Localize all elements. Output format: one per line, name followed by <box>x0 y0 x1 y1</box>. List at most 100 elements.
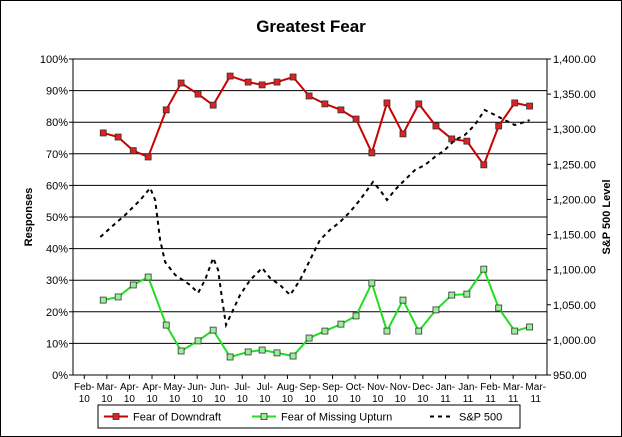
marker <box>289 73 297 81</box>
y2-axis-title: S&P 500 Level <box>601 179 613 254</box>
x-tick-label: Sep-10 <box>299 382 320 405</box>
y-tick-label: 0% <box>52 370 68 382</box>
marker <box>352 115 360 123</box>
marker <box>511 327 519 335</box>
x-tick-label: Feb-11 <box>480 382 501 405</box>
x-tick-label: Jan-11 <box>436 382 455 405</box>
x-tick-label: Sep-10 <box>322 382 343 405</box>
series-line <box>103 266 530 359</box>
x-tick-label: Nov-10 <box>367 382 388 405</box>
y-tick-label: 50% <box>46 212 68 224</box>
x-tick-label: Jun-10 <box>187 382 206 405</box>
x-tick-label: May-10 <box>163 382 185 405</box>
y-tick-label: 70% <box>46 149 68 161</box>
legend-label: Fear of Missing Upturn <box>281 412 392 424</box>
y-tick-label: 10% <box>46 338 68 350</box>
x-tick-label: Aug-10 <box>277 382 298 405</box>
marker <box>448 291 456 299</box>
marker <box>305 334 313 342</box>
marker <box>352 312 360 320</box>
marker <box>526 102 534 110</box>
marker <box>144 153 152 161</box>
x-tick-label: Jan-11 <box>458 382 477 405</box>
marker <box>368 149 376 157</box>
marker <box>194 337 202 345</box>
marker <box>305 92 313 100</box>
marker <box>526 323 534 331</box>
series-line <box>99 108 530 329</box>
y2-tick-label: 1,300.00 <box>553 124 596 136</box>
marker <box>432 122 440 130</box>
marker <box>244 348 252 356</box>
marker <box>258 346 266 354</box>
y-tick-label: 30% <box>46 275 68 287</box>
y2-tick-label: 1,200.00 <box>553 194 596 206</box>
marker <box>321 100 329 108</box>
y-tick-label: 40% <box>46 244 68 256</box>
y2-tick-label: 1,050.00 <box>553 300 596 312</box>
y2-tick-label: 1,350.00 <box>553 89 596 101</box>
marker <box>273 349 281 357</box>
x-tick-label: Apr-10 <box>120 382 139 405</box>
marker <box>463 290 471 298</box>
marker <box>177 347 185 355</box>
marker <box>415 327 423 335</box>
x-tick-label: Mar-11 <box>503 382 524 405</box>
marker <box>209 101 217 109</box>
series-line <box>102 74 530 167</box>
marker <box>432 306 440 314</box>
x-tick-label: Apr-10 <box>143 382 162 405</box>
x-tick-label: Feb-10 <box>74 382 95 405</box>
legend-marker <box>260 413 268 420</box>
y2-tick-label: 950.00 <box>553 370 587 382</box>
marker <box>162 106 170 114</box>
marker <box>337 106 345 114</box>
x-tick-label: Jul-10 <box>257 382 273 405</box>
marker <box>273 78 281 86</box>
marker <box>114 293 122 301</box>
marker <box>194 90 202 98</box>
legend-label: Fear of Downdraft <box>133 412 221 424</box>
legend-label: S&P 500 <box>459 412 502 424</box>
y-tick-label: 60% <box>46 180 68 192</box>
marker <box>399 130 407 138</box>
marker <box>368 279 376 287</box>
x-tick-label: Mar-11 <box>525 382 546 405</box>
y2-tick-label: 1,150.00 <box>553 230 596 242</box>
marker <box>480 161 488 169</box>
y2-tick-label: 1,000.00 <box>553 335 596 347</box>
marker <box>162 321 170 329</box>
chart-title: Greatest Fear <box>256 17 366 36</box>
legend-box <box>97 404 521 429</box>
marker <box>480 265 488 273</box>
marker <box>226 353 234 361</box>
x-tick-label: Jul-10 <box>234 382 250 405</box>
y-axis-title: Responses <box>23 188 35 247</box>
marker <box>114 133 122 141</box>
marker <box>129 147 137 155</box>
marker <box>511 99 519 107</box>
marker <box>321 327 329 335</box>
legend-marker <box>112 413 120 420</box>
y-tick-label: 20% <box>46 307 68 319</box>
marker <box>99 129 107 137</box>
marker <box>399 296 407 304</box>
marker <box>209 326 217 334</box>
marker <box>383 99 391 107</box>
marker <box>244 78 252 86</box>
marker <box>495 304 503 312</box>
marker <box>383 327 391 335</box>
marker <box>495 122 503 130</box>
x-tick-label: Nov-10 <box>390 382 411 405</box>
y-tick-label: 80% <box>46 117 68 129</box>
marker <box>144 273 152 281</box>
x-tick-label: Dec-10 <box>412 382 433 405</box>
y2-tick-label: 1,400.00 <box>553 54 596 66</box>
marker <box>463 137 471 145</box>
x-tick-label: Mar-10 <box>97 382 118 405</box>
marker <box>258 81 266 89</box>
marker <box>177 79 185 87</box>
marker <box>448 135 456 143</box>
y2-tick-label: 1,250.00 <box>553 159 596 171</box>
